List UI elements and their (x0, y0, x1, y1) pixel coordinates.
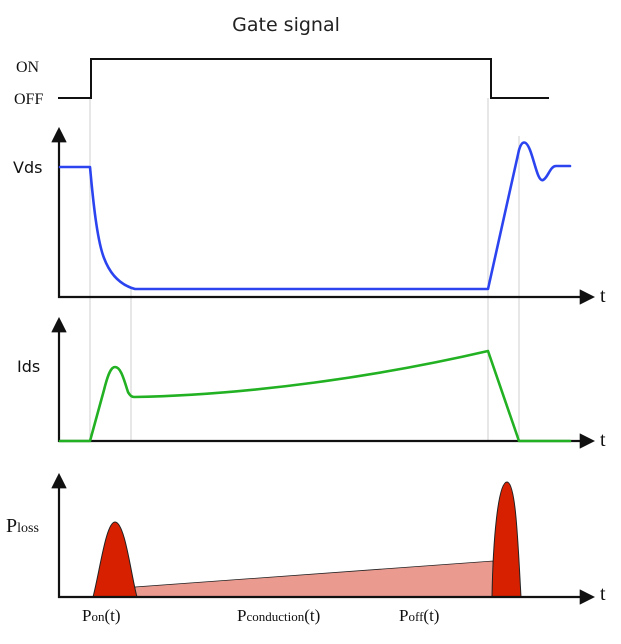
pconduction-label: Pconduction(t) (237, 606, 320, 625)
diagram-title: Gate signal (232, 14, 340, 36)
turn-on-loss-pulse (92, 521, 138, 598)
ploss-plot: Ploss t Pon(t) Pconduction(t) Poff(t) (6, 472, 606, 625)
pon-label-sub: on (91, 609, 105, 624)
gate-waveform (58, 58, 549, 99)
ids-y-label: Ids (17, 357, 40, 376)
pon-label: Pon(t) (82, 606, 121, 625)
ids-plot: Ids t (17, 316, 606, 451)
turn-off-loss-pulse (491, 481, 522, 598)
ploss-y-label: Ploss (6, 515, 39, 537)
poff-label-sub: off (408, 609, 424, 624)
gate-on-label: ON (16, 59, 40, 76)
poff-label-tail: (t) (423, 606, 439, 625)
gate-off-label: OFF (14, 91, 43, 108)
poff-label: Poff(t) (399, 606, 439, 625)
conduction-loss-area (134, 560, 494, 598)
ids-x-label: t (600, 429, 606, 451)
gate-signal-plot: ON OFF (14, 58, 549, 108)
vds-waveform (58, 141, 572, 291)
vds-x-label: t (600, 285, 606, 307)
pconduction-label-main: P (237, 606, 246, 625)
pon-label-tail: (t) (104, 606, 120, 625)
ids-waveform (58, 349, 572, 443)
pconduction-label-tail: (t) (304, 606, 320, 625)
vds-plot: Vds t (13, 126, 606, 307)
ploss-y-label-sub: loss (17, 521, 39, 536)
poff-label-main: P (399, 606, 408, 625)
pon-label-main: P (82, 606, 91, 625)
pconduction-label-sub: conduction (246, 609, 304, 624)
vds-y-label: Vds (13, 158, 42, 177)
ploss-x-label: t (600, 583, 606, 605)
guide-lines (89, 98, 520, 441)
ploss-y-label-main: P (6, 515, 17, 537)
